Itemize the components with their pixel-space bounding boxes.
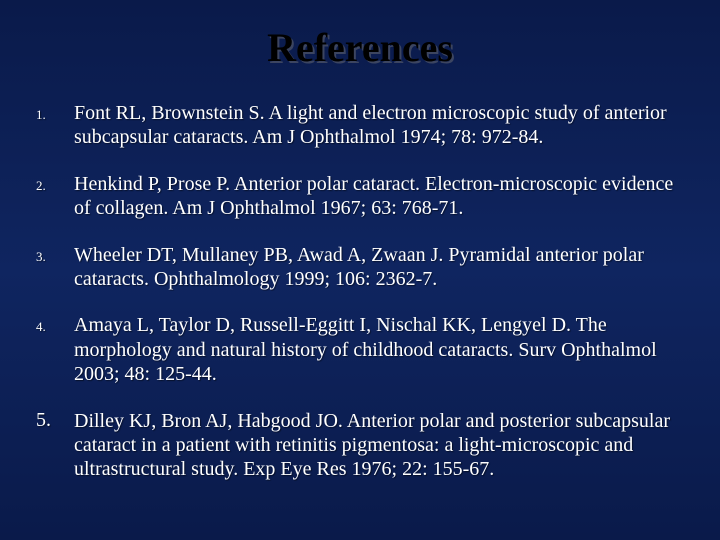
reference-number: 4. (36, 313, 74, 335)
reference-text: Dilley KJ, Bron AJ, Habgood JO. Anterior… (74, 409, 684, 482)
reference-item: 1. Font RL, Brownstein S. A light and el… (36, 101, 684, 150)
reference-text: Henkind P, Prose P. Anterior polar catar… (74, 172, 684, 221)
reference-item: 2. Henkind P, Prose P. Anterior polar ca… (36, 172, 684, 221)
page-title: References (36, 24, 684, 71)
reference-number: 2. (36, 172, 74, 194)
reference-text: Wheeler DT, Mullaney PB, Awad A, Zwaan J… (74, 243, 684, 292)
reference-item: 3. Wheeler DT, Mullaney PB, Awad A, Zwaa… (36, 243, 684, 292)
reference-text: Font RL, Brownstein S. A light and elect… (74, 101, 684, 150)
references-list: 1. Font RL, Brownstein S. A light and el… (36, 101, 684, 482)
reference-number: 3. (36, 243, 74, 265)
reference-item: 5. Dilley KJ, Bron AJ, Habgood JO. Anter… (36, 409, 684, 482)
reference-number: 1. (36, 101, 74, 123)
reference-number: 5. (36, 409, 74, 432)
slide: References 1. Font RL, Brownstein S. A l… (0, 0, 720, 540)
reference-item: 4. Amaya L, Taylor D, Russell-Eggitt I, … (36, 313, 684, 386)
reference-text: Amaya L, Taylor D, Russell-Eggitt I, Nis… (74, 313, 684, 386)
